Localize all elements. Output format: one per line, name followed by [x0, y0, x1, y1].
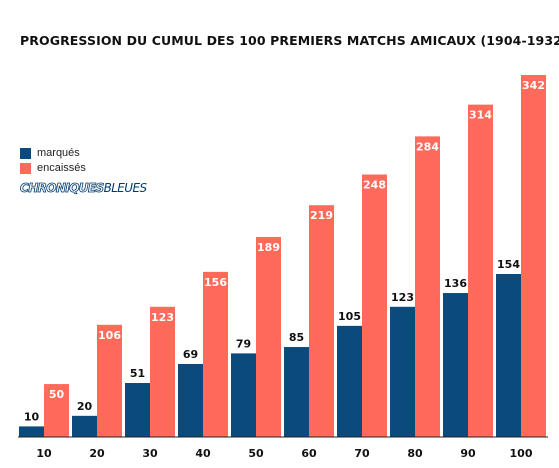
chart-title: PROGRESSION DU CUMUL DES 100 PREMIERS MA… [20, 33, 559, 48]
value-label-encaisses-20: 106 [98, 329, 121, 342]
bar-marques-30 [125, 383, 150, 437]
bar-encaisses-10 [44, 384, 69, 437]
value-label-marques-90: 136 [444, 277, 467, 290]
bar-encaisses-80 [415, 136, 440, 437]
value-label-marques-30: 51 [130, 367, 145, 380]
value-label-encaisses-60: 219 [310, 209, 333, 222]
value-label-encaisses-70: 248 [363, 178, 386, 191]
x-tick-label-70: 70 [354, 447, 370, 460]
brand-logo: CHRONIQUESBLEUES [20, 181, 147, 196]
bar-marques-50 [231, 353, 256, 437]
bar-marques-70 [337, 325, 362, 437]
bar-marques-100 [496, 273, 521, 437]
bar-marques-20 [72, 415, 97, 437]
value-labels-group: 10 50 20 106 51 123 69 156 79 189 85 219 105 248 123 28… [24, 79, 545, 423]
brand-logo-part2: BLEUES [103, 181, 147, 195]
value-label-encaisses-10: 50 [49, 388, 65, 401]
bar-encaisses-90 [468, 104, 493, 438]
bar-marques-60 [284, 347, 309, 437]
x-tick-label-90: 90 [460, 447, 476, 460]
bar-encaisses-70 [362, 174, 387, 437]
value-label-encaisses-30: 123 [151, 311, 174, 324]
value-label-marques-100: 154 [497, 258, 520, 271]
x-tick-label-10: 10 [36, 447, 52, 460]
x-tick-label-20: 20 [89, 447, 105, 460]
legend-swatch-encaisses [20, 162, 31, 174]
bar-marques-80 [390, 306, 415, 437]
bar-encaisses-30 [150, 306, 175, 437]
bar-encaisses-60 [309, 205, 334, 437]
value-label-marques-70: 105 [338, 310, 361, 323]
x-tick-label-80: 80 [407, 447, 423, 460]
value-label-encaisses-80: 284 [416, 140, 439, 153]
legend-label-marques: marqués [37, 147, 80, 159]
value-label-marques-20: 20 [77, 400, 93, 413]
legend-item-encaisses: encaissés [20, 161, 86, 175]
legend: marqués encaissés [20, 146, 86, 176]
bar-marques-90 [443, 293, 468, 437]
value-label-marques-80: 123 [391, 291, 414, 304]
x-tick-label-60: 60 [301, 447, 317, 460]
legend-label-encaisses: encaissés [37, 162, 86, 174]
x-tick-labels-group: 10 20 30 40 50 60 70 80 90 100 [36, 447, 532, 460]
value-label-encaisses-100: 342 [522, 79, 545, 92]
value-label-encaisses-90: 314 [469, 109, 492, 122]
value-label-marques-60: 85 [289, 331, 304, 344]
x-tick-label-30: 30 [142, 447, 158, 460]
x-tick-label-100: 100 [510, 447, 533, 460]
bar-encaisses-40 [203, 271, 228, 437]
value-label-marques-40: 69 [183, 348, 198, 361]
bars-group [19, 75, 546, 438]
legend-item-marques: marqués [20, 146, 86, 160]
bar-marques-10 [19, 426, 44, 437]
value-label-marques-50: 79 [236, 337, 251, 350]
bar-encaisses-20 [97, 324, 122, 437]
value-label-encaisses-40: 156 [204, 276, 227, 289]
x-tick-label-40: 40 [195, 447, 211, 460]
value-label-marques-10: 10 [24, 410, 40, 423]
bar-encaisses-100 [521, 75, 546, 437]
value-label-encaisses-50: 189 [257, 241, 280, 254]
legend-swatch-marques [20, 147, 31, 159]
x-tick-label-50: 50 [248, 447, 264, 460]
bar-marques-40 [178, 363, 203, 437]
bar-encaisses-50 [256, 236, 281, 437]
brand-logo-part1: CHRONIQUES [20, 181, 105, 196]
